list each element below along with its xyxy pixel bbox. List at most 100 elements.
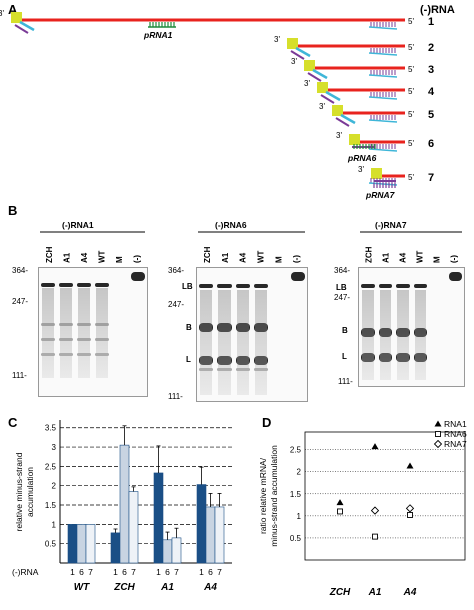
bar-A4-1	[196, 484, 207, 564]
3-prime-label-2: 3'	[274, 35, 280, 44]
gel1-title: (-)RNA1	[62, 220, 94, 230]
group-A1: A1	[160, 582, 174, 593]
gel3-band-lb: LB	[336, 283, 347, 292]
hatch-1	[368, 22, 398, 30]
ytick-3.5: 3.5	[45, 424, 57, 433]
category-A4: A4	[403, 587, 417, 598]
gel2-marker-364: 364-	[168, 266, 185, 275]
xrow-label: (-)RNA	[12, 567, 39, 577]
cap-1	[11, 12, 22, 23]
point-RNA1-ZCH	[336, 499, 344, 506]
subcat-A1-1: 1	[156, 567, 161, 577]
subcat-ZCH-6: 6	[122, 567, 127, 577]
ytick-2: 2	[297, 468, 302, 477]
bar-ZCH-6	[119, 444, 130, 564]
bar-ZCH-1	[110, 532, 121, 564]
gel2-lane-A4: A4	[239, 252, 248, 263]
point-RNA6-ZCH	[337, 508, 343, 515]
gel2-lane-ZCH: ZCH	[203, 246, 212, 263]
panel-b-letter: B	[8, 203, 18, 218]
gel3-marker-364: 364-	[334, 266, 351, 275]
legend-marker-RNA1	[434, 420, 442, 427]
legend-RNA7: RNA7	[444, 439, 467, 449]
gel2-lane-WT: WT	[256, 250, 265, 263]
legend-RNA6: RNA6	[444, 429, 467, 439]
point-RNA7-A4	[405, 504, 415, 513]
ytick-1: 1	[52, 520, 57, 529]
ytick-0.5: 0.5	[45, 540, 57, 549]
tail2-5	[335, 117, 350, 127]
bar-A1-6	[162, 539, 173, 564]
gel3-lane-A4: A4	[399, 252, 408, 263]
3-prime-label-5: 3'	[319, 102, 325, 111]
category-ZCH: ZCH	[329, 587, 351, 598]
ylabel-line2: accumulation	[25, 467, 35, 517]
bar-chart: 0.5 1 1.5 2 2.5 3 3.5 relative minus-strand accu…	[12, 420, 232, 593]
ytick-2.5: 2.5	[290, 446, 302, 455]
ytick-1: 1	[297, 512, 302, 521]
row-number-6: 6	[428, 138, 434, 150]
ytick-1.5: 1.5	[290, 490, 302, 499]
cap-4	[317, 82, 328, 93]
gel1-lane-A1: A1	[62, 252, 71, 263]
gel2-image	[196, 267, 308, 402]
cap-7	[371, 168, 382, 179]
gel3-title: (-)RNA7	[375, 220, 407, 230]
gel2-band-l: L	[186, 355, 191, 364]
group-WT: WT	[74, 582, 90, 593]
5-prime-label-3: 5'	[408, 65, 414, 74]
3-prime-label-4: 3'	[304, 79, 310, 88]
gel1-marker-364: 364-	[12, 266, 29, 275]
panel-a-letter: A	[8, 2, 18, 17]
row-number-1: 1	[428, 16, 434, 28]
cap-6	[349, 134, 360, 145]
tail2-3	[307, 72, 322, 82]
rna-diagram: 3' 5' 1 3' 5' 2 3' 5' 3 3' 5' 4 3' 5' 5 3' 5' 6 3' 5' 7 pRNA1…	[0, 9, 435, 200]
subcat-ZCH-7: 7	[131, 567, 136, 577]
gel1-lane-M: M	[115, 256, 124, 263]
plot-frame	[304, 431, 466, 561]
bar-A4-6	[205, 506, 216, 564]
row-number-3: 3	[428, 64, 434, 76]
gel2-lane-A1: A1	[221, 252, 230, 263]
tail-4	[325, 90, 341, 102]
3-prime-label-1: 3'	[0, 9, 4, 18]
point-RNA1-A4	[406, 462, 414, 469]
3-prime-label-7: 3'	[358, 165, 364, 174]
legend-RNA1: RNA1	[444, 419, 467, 429]
gel2-marker-247: 247-	[168, 300, 185, 309]
gel2-lane-M: M	[274, 256, 283, 263]
gel1-lane-WT: WT	[97, 250, 106, 263]
gel2-marker-111: 111-	[168, 392, 183, 401]
panel-d-letter: D	[262, 415, 272, 430]
ytick-1.5: 1.5	[45, 501, 57, 510]
tail2-1	[14, 24, 29, 34]
gel1-marker-247: 247-	[12, 297, 29, 306]
gel1-lane-A4: A4	[80, 252, 89, 263]
tail-2	[295, 46, 311, 58]
3-prime-label-6: 3'	[336, 131, 342, 140]
gel3-band-l: L	[342, 352, 347, 361]
subcat-WT-6: 6	[79, 567, 84, 577]
prna1-mark	[148, 22, 176, 28]
prna6-label: pRNA6	[347, 153, 377, 163]
5-prime-label-6: 5'	[408, 139, 414, 148]
point-RNA6-A1	[372, 533, 378, 540]
tail-1	[19, 20, 35, 32]
bar-A1-1	[153, 472, 164, 564]
gel1-lane-ZCH: ZCH	[45, 246, 54, 263]
5-prime-label-1: 5'	[408, 17, 414, 26]
bar-ZCH-7	[128, 491, 139, 564]
gel3-marker-247: 247-	[334, 293, 351, 302]
gel3-lane-WT: WT	[416, 250, 425, 263]
gel1-lane-(-): (-)	[132, 255, 141, 263]
gel3-marker-111: 111-	[338, 377, 353, 386]
row-number-2: 2	[428, 42, 434, 54]
bar-WT-6	[76, 524, 87, 564]
hatch-4	[368, 92, 398, 100]
ylabel-line2: minus-strand accumulation	[269, 445, 279, 547]
tail2-2	[290, 50, 305, 60]
group-A4: A4	[203, 582, 217, 593]
hatch-2	[368, 48, 398, 56]
